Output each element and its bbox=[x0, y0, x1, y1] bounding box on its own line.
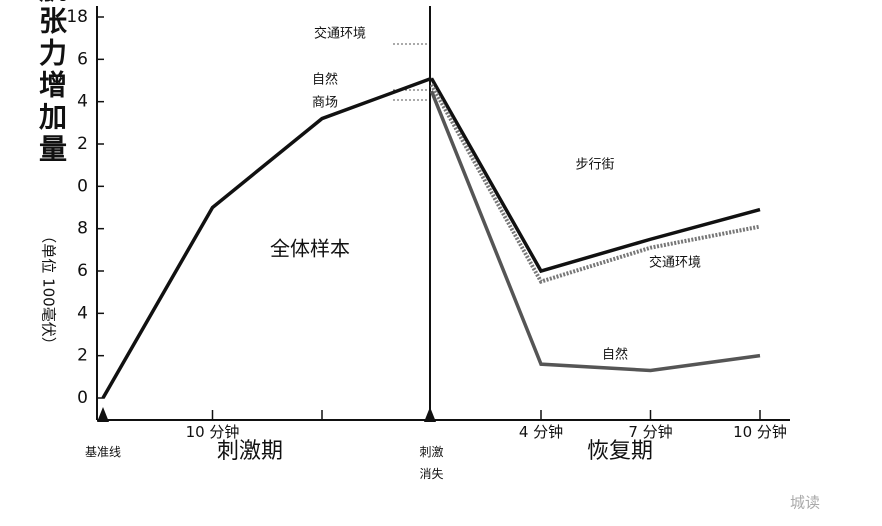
y-tick-label: 2 bbox=[77, 346, 88, 366]
x-tick-label: 4 分钟 bbox=[519, 423, 563, 441]
y-tick-label: 4 bbox=[77, 92, 88, 112]
y-tick-label: 2 bbox=[77, 134, 88, 154]
y-tick-label: 0 bbox=[77, 388, 88, 408]
y-tick-label: 18 bbox=[66, 7, 88, 27]
y-tick-label: 8 bbox=[77, 219, 88, 239]
y-tick-label: 0 bbox=[77, 176, 88, 196]
annotation: 自然 bbox=[312, 72, 338, 88]
period-label: 刺激期 bbox=[217, 439, 283, 464]
annotation: 交通环境 bbox=[314, 26, 366, 42]
line bbox=[101, 76, 433, 399]
line bbox=[429, 83, 761, 284]
x-tick-label: 10 分钟 bbox=[733, 423, 787, 441]
series-label: 全体样本 bbox=[270, 237, 350, 261]
watermark: 城读 bbox=[790, 494, 820, 512]
period-label: 恢复期 bbox=[587, 439, 653, 464]
y-axis-label: 肌张力增加量 bbox=[35, 0, 68, 166]
marker bbox=[424, 407, 436, 422]
line bbox=[429, 90, 761, 373]
x-tick-label: 刺激消失 bbox=[419, 445, 443, 481]
series-label: 自然 bbox=[602, 347, 628, 363]
marker bbox=[97, 407, 109, 422]
line bbox=[429, 77, 761, 274]
x-tick-label: 10 分钟 bbox=[186, 423, 240, 441]
x-tick-label: 基准线 bbox=[85, 445, 121, 459]
y-tick-label: 6 bbox=[77, 49, 88, 69]
series-label: 交通环境 bbox=[649, 255, 701, 271]
series-label: 步行街 bbox=[575, 158, 614, 173]
y-axis-unit: （单位 100毫伏） bbox=[40, 228, 58, 351]
y-tick-label: 4 bbox=[77, 303, 88, 323]
x-tick-label: 7 分钟 bbox=[628, 423, 672, 441]
y-tick-label: 6 bbox=[77, 261, 88, 281]
annotation: 商场 bbox=[312, 96, 338, 111]
